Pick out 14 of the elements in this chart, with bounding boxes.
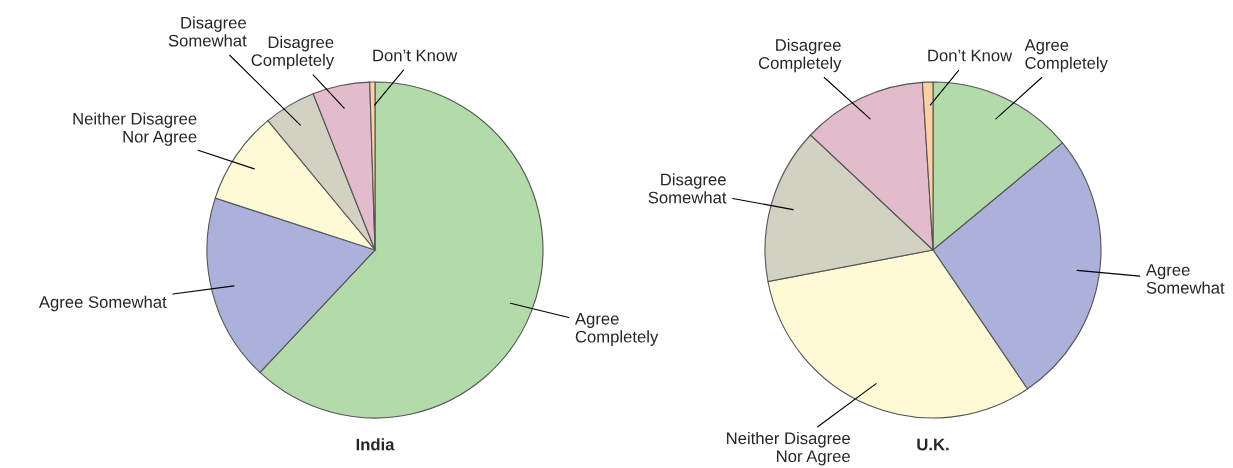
slice-label: Disagree Somewhat <box>168 16 247 47</box>
slice-label: Neither Disagree Nor Agree <box>727 431 850 466</box>
slice-label: Agree Completely <box>1024 39 1108 73</box>
slice-label: Agree Somewhat <box>1145 264 1225 294</box>
slice-label: Disagree Completely <box>758 38 842 73</box>
slice-label: Agree Somewhat <box>38 295 167 312</box>
slice-label: Agree Completely <box>574 313 659 346</box>
slice-label: Don’t Know <box>928 49 1013 62</box>
text: U.K. <box>917 438 949 451</box>
slice-label: Disagree Somewhat <box>648 173 727 204</box>
text: India <box>356 438 395 451</box>
slice-label: Don’t Know <box>373 49 458 62</box>
slice-label: Disagree Completely <box>251 35 335 70</box>
slice-label: Neither Disagree Nor Agree <box>73 112 197 146</box>
